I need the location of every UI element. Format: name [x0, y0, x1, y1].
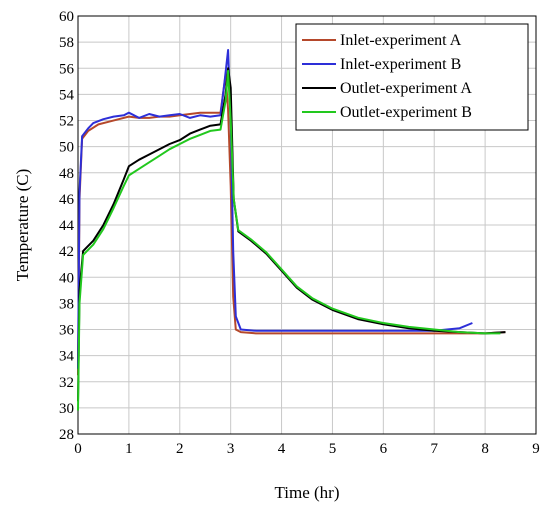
y-tick-label: 46 [59, 192, 75, 208]
y-tick-label: 42 [59, 244, 74, 260]
y-tick-label: 36 [59, 323, 75, 339]
axis-ticks: 0 1 2 3 4 5 6 7 8 9283032343638404244464850525456… [59, 9, 540, 457]
x-tick-label: 9 [532, 441, 540, 457]
legend-label: Outlet-experiment A [340, 80, 472, 97]
x-tick-label: 1 [125, 441, 133, 457]
x-tick-label: 0 [74, 441, 82, 457]
legend-entry: Outlet-experiment A [302, 80, 472, 97]
plot-area-frame [77, 15, 537, 435]
legend: Inlet-experiment A Inlet-experiment B Ou… [295, 23, 529, 131]
x-tick-label: 7 [430, 441, 438, 457]
x-tick-label: 2 [176, 441, 184, 457]
y-tick-label: 40 [59, 270, 74, 286]
y-tick-label: 28 [59, 427, 74, 443]
legend-entry: Inlet-experiment B [302, 56, 461, 73]
y-tick-label: 48 [59, 166, 74, 182]
series-line [77, 69, 501, 411]
y-tick-label: 34 [59, 349, 75, 365]
series-line [77, 73, 506, 376]
y-tick-label: 60 [59, 9, 74, 25]
y-tick-label: 58 [59, 35, 74, 51]
y-tick-label: 30 [59, 401, 74, 417]
y-tick-label: 32 [59, 375, 74, 391]
x-tick-label: 8 [481, 441, 489, 457]
legend-label: Outlet-experiment B [340, 104, 472, 121]
legend-label: Inlet-experiment A [340, 32, 462, 49]
y-tick-label: 56 [59, 61, 75, 77]
x-tick-label: 3 [227, 441, 235, 457]
x-tick-label: 5 [329, 441, 337, 457]
y-tick-label: 54 [59, 87, 75, 103]
x-tick-label: 4 [278, 441, 286, 457]
legend-entry: Inlet-experiment A [302, 32, 462, 49]
legend-entry: Outlet-experiment B [302, 104, 472, 121]
series-line [77, 49, 473, 369]
y-tick-label: 38 [59, 296, 74, 312]
y-tick-label: 50 [59, 140, 74, 156]
legend-label: Inlet-experiment B [340, 56, 461, 73]
series-lines [77, 49, 506, 411]
x-axis-title: Time (hr) [274, 483, 339, 502]
y-tick-label: 44 [59, 218, 75, 234]
x-tick-label: 6 [380, 441, 388, 457]
y-tick-label: 52 [59, 114, 74, 130]
y-axis-title: Temperature (C) [13, 169, 32, 282]
